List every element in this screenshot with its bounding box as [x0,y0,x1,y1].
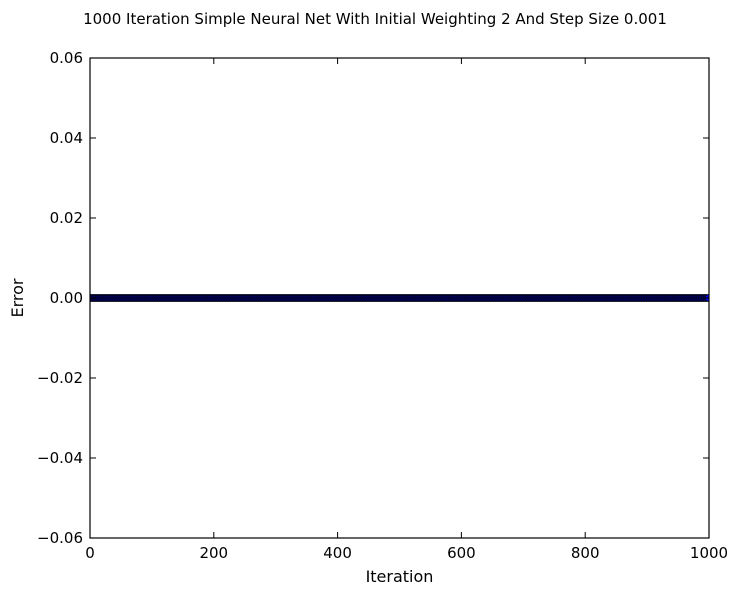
y-tick-label: −0.06 [37,529,83,547]
y-tick-label: 0.02 [50,209,83,227]
y-tick-label: −0.02 [37,369,83,387]
x-tick-label: 800 [571,544,600,562]
axis-ticks: 0 200 400 600 800 1000 −0.06 −0.04 −0.02 0.00 0.02… [37,49,728,562]
chart-title: 1000 Iteration Simple Neural Net With In… [83,10,667,28]
x-axis-label: Iteration [366,567,434,586]
y-axis-label: Error [8,278,27,317]
x-tick-label: 1000 [690,544,728,562]
plot-marks [90,294,709,302]
x-tick-label: 200 [199,544,228,562]
x-tick-label: 400 [323,544,352,562]
y-tick-label: 0.06 [50,49,83,67]
y-tick-label: −0.04 [37,449,83,467]
x-tick-label: 600 [447,544,476,562]
y-tick-label: 0.04 [50,129,83,147]
x-tick-label: 0 [85,544,95,562]
y-tick-label: 0.00 [50,289,83,307]
